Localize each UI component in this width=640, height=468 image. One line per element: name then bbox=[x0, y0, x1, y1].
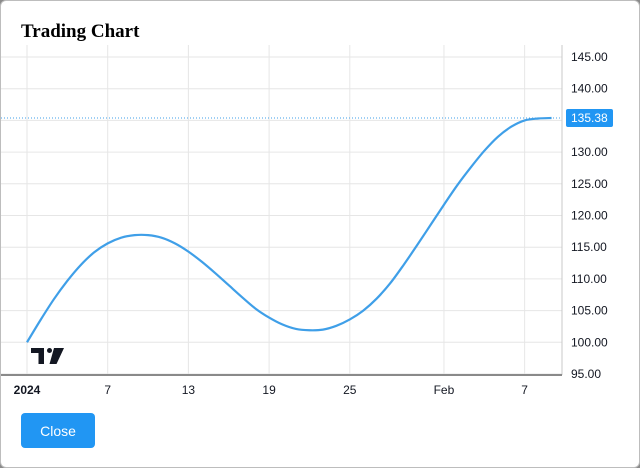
dialog-title: Trading Chart bbox=[21, 21, 140, 42]
time-tick-label: 19 bbox=[262, 383, 276, 397]
last-price-tag-background bbox=[566, 108, 613, 127]
price-tick-label: 145.00 bbox=[571, 50, 608, 64]
price-series-line bbox=[26, 116, 552, 343]
last-price-label: 135.38 bbox=[571, 111, 608, 125]
price-tick-label: 100.00 bbox=[571, 335, 608, 349]
price-tick-label: 120.00 bbox=[571, 209, 608, 223]
chart-grid bbox=[1, 45, 562, 375]
price-tick-label: 115.00 bbox=[571, 240, 607, 254]
price-tick-label: 130.00 bbox=[571, 145, 608, 159]
price-tick-label: 125.00 bbox=[571, 177, 608, 191]
tradingview-logo-icon[interactable] bbox=[31, 348, 65, 364]
price-tick-label: 140.00 bbox=[571, 82, 608, 96]
chart-area[interactable]: 145.00140.00135.00130.00125.00120.00115.… bbox=[1, 1, 640, 401]
time-tick-label: 2024 bbox=[14, 383, 41, 397]
price-tick-label: 95.00 bbox=[571, 367, 601, 381]
price-tick-label: 110.00 bbox=[571, 272, 607, 286]
close-button[interactable]: Close bbox=[21, 413, 95, 448]
time-tick-label: 13 bbox=[182, 383, 196, 397]
price-tick-label: 105.00 bbox=[571, 304, 608, 318]
price-axis[interactable]: 145.00140.00135.00130.00125.00120.00115.… bbox=[571, 50, 608, 381]
last-price-tag: 135.38 bbox=[566, 108, 613, 127]
time-axis[interactable]: 2024 7 13 19 25 Feb 7 bbox=[14, 383, 529, 397]
time-tick-label: Feb bbox=[434, 383, 455, 397]
time-tick-label: 25 bbox=[343, 383, 357, 397]
time-tick-label: 7 bbox=[521, 383, 528, 397]
price-chart[interactable]: 145.00140.00135.00130.00125.00120.00115.… bbox=[1, 1, 640, 401]
time-tick-label: 7 bbox=[104, 383, 111, 397]
